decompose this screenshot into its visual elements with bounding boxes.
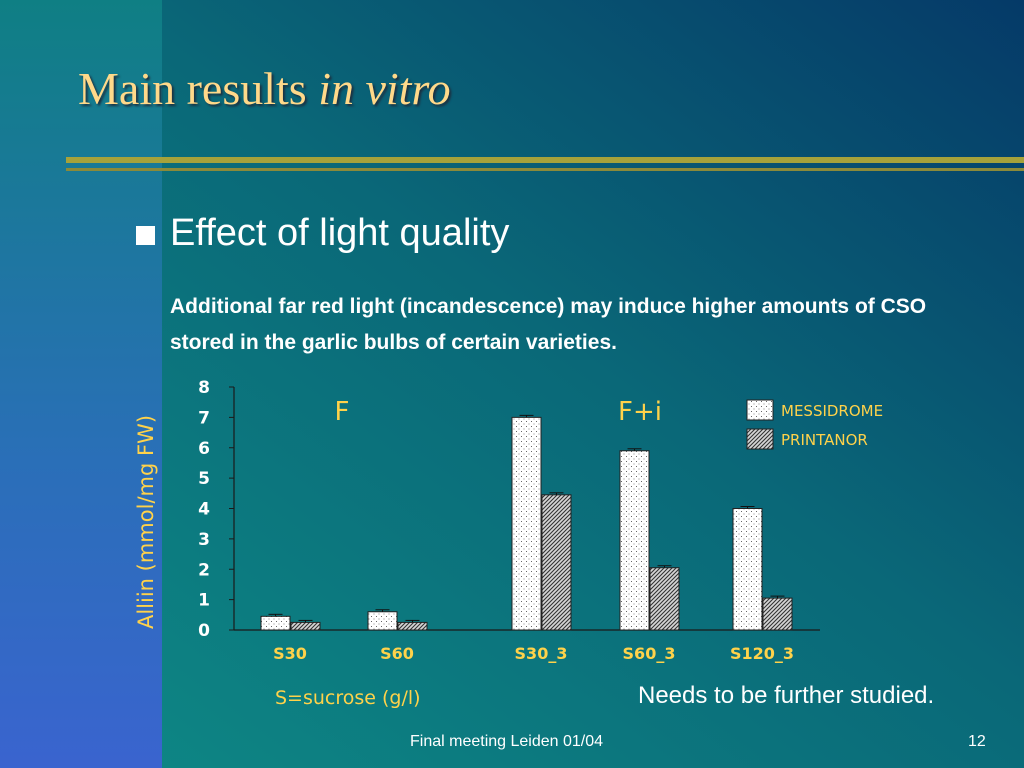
title-rule — [66, 157, 1024, 163]
bullet-heading: Effect of light quality — [170, 212, 510, 254]
legend-swatch — [746, 428, 774, 450]
group-label: F — [335, 397, 350, 427]
body-paragraph: Additional far red light (incandescence)… — [170, 295, 927, 354]
bar-messidrome-s30_3 — [511, 416, 542, 631]
bar-printanor-s30 — [290, 621, 321, 631]
legend-label: PRINTANOR — [781, 431, 868, 449]
bar-printanor-s30_3 — [541, 494, 572, 631]
bar-printanor-s60_3 — [649, 567, 680, 631]
footer-text: Final meeting Leiden 01/04 — [410, 733, 604, 750]
note-text: Needs to be further studied. — [638, 682, 935, 709]
bar-messidrome-s60_3 — [619, 450, 650, 631]
y-tick-label: 3 — [198, 530, 210, 550]
x-category-label: S60_3 — [623, 644, 676, 663]
y-tick-label: 6 — [198, 439, 210, 459]
y-tick-label: 1 — [198, 591, 210, 611]
y-axis-label: Alliin (mmol/mg FW) — [134, 414, 158, 630]
bar-messidrome-s30 — [260, 615, 291, 631]
y-tick-label: 4 — [198, 500, 210, 520]
x-category-label: S120_3 — [730, 644, 794, 663]
page-number: 12 — [968, 733, 986, 750]
y-tick-label: 8 — [198, 378, 210, 398]
bar-printanor-s120_3 — [762, 597, 793, 631]
legend-swatch — [746, 399, 774, 421]
y-tick-label: 5 — [198, 469, 210, 489]
bar-messidrome-s120_3 — [732, 508, 763, 631]
x-category-label: S30_3 — [515, 644, 568, 663]
y-tick-label: 7 — [198, 408, 210, 428]
legend-label: MESSIDROME — [781, 402, 883, 420]
x-category-label: S30 — [273, 644, 307, 663]
bar-messidrome-s60 — [367, 611, 398, 631]
page-title: Main results in vitro — [78, 62, 451, 115]
y-tick-label: 2 — [198, 560, 210, 580]
x-axis-label: S=sucrose (g/l) — [275, 687, 421, 709]
title-main: Main results — [78, 63, 319, 114]
group-label: F+i — [618, 397, 662, 427]
x-category-label: S60 — [380, 644, 414, 663]
y-tick-label: 0 — [198, 621, 210, 641]
bullet-square-icon — [136, 226, 155, 245]
bar-printanor-s60 — [397, 621, 428, 631]
title-italic: in vitro — [318, 63, 451, 114]
